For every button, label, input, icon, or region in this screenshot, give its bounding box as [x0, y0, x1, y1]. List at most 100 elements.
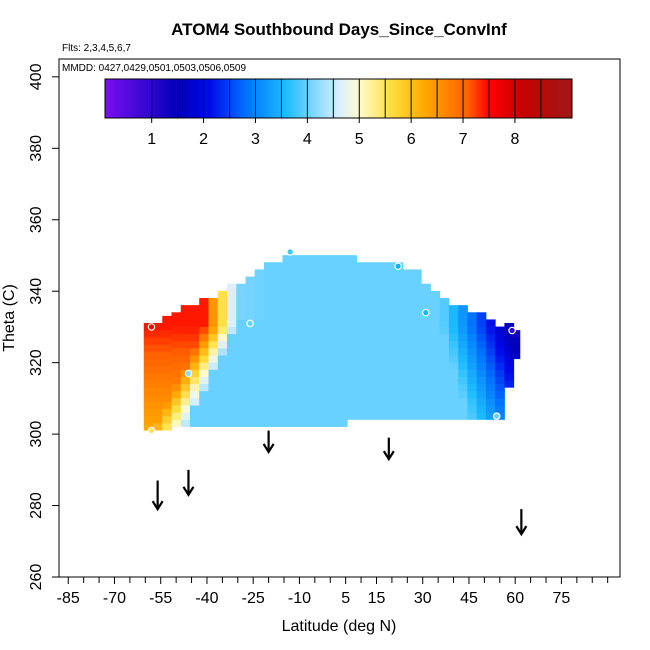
colorbar-segment: [543, 79, 547, 118]
heatmap-cell: [199, 383, 209, 392]
heatmap-cell: [448, 398, 459, 406]
colorbar-segment: [128, 79, 132, 118]
heatmap-cell: [421, 369, 431, 377]
heatmap-cell: [273, 369, 283, 377]
heatmap-cell: [282, 398, 293, 406]
heatmap-cell: [430, 355, 441, 363]
heatmap-cell: [384, 383, 394, 392]
heatmap-cell: [263, 419, 274, 427]
heatmap-cell: [217, 398, 228, 406]
heatmap-cell: [439, 305, 450, 313]
heatmap-cell: [393, 340, 404, 349]
heatmap-cell: [245, 419, 256, 427]
colorbar-segment: [169, 79, 173, 118]
heatmap-cell: [310, 405, 320, 413]
colorbar-segment: [167, 79, 171, 118]
heatmap-cell: [467, 390, 478, 399]
heatmap-cell: [458, 390, 468, 399]
heatmap-cell: [393, 376, 404, 385]
heatmap-cell: [458, 398, 468, 406]
colorbar-segment: [507, 79, 511, 118]
heatmap-cell: [310, 412, 320, 420]
colorbar-segment: [512, 79, 516, 118]
heatmap-cell: [356, 326, 367, 335]
heatmap-cell: [226, 290, 237, 299]
heatmap-cell: [180, 362, 191, 370]
heatmap-cell: [319, 369, 330, 377]
colorbar-segment: [141, 79, 145, 118]
x-tick-label: -25: [242, 590, 265, 607]
heatmap-cell: [356, 276, 367, 285]
heatmap-cell: [337, 383, 348, 392]
heatmap-cell: [217, 312, 228, 320]
colorbar-segment: [481, 79, 485, 118]
heatmap-cell: [328, 398, 339, 406]
colorbar-segment: [200, 79, 204, 118]
heatmap-cell: [319, 355, 330, 363]
flight-point: [147, 323, 156, 331]
heatmap-cell: [208, 390, 219, 399]
heatmap-cell: [171, 419, 182, 427]
heatmap-cell: [190, 419, 200, 427]
colorbar-segment: [569, 79, 573, 118]
down-arrow: [262, 430, 275, 455]
heatmap-cell: [190, 390, 200, 399]
heatmap-cell: [467, 398, 478, 406]
heatmap-cell: [180, 412, 191, 420]
heatmap-cell: [411, 390, 422, 399]
heatmap-cell: [328, 269, 339, 277]
heatmap-cell: [402, 297, 413, 306]
colorbar-segment: [335, 79, 339, 118]
heatmap-cell: [171, 355, 182, 363]
heatmap-cell: [467, 412, 478, 420]
heatmap-cell: [180, 312, 191, 320]
heatmap-cell: [495, 348, 505, 356]
heatmap-cell: [282, 369, 293, 377]
colorbar-segment: [395, 79, 399, 118]
heatmap-cell: [439, 412, 450, 420]
heatmap-cell: [347, 355, 357, 363]
colorbar-segment: [203, 79, 207, 118]
colorbar-segment: [315, 79, 319, 118]
y-tick-label: 360: [28, 206, 45, 233]
heatmap-cell: [356, 283, 367, 292]
flight-point: [508, 326, 516, 335]
heatmap-cell: [328, 340, 339, 349]
heatmap-cell: [282, 269, 293, 277]
heatmap-cell: [421, 412, 431, 420]
heatmap-cell: [337, 340, 348, 349]
heatmap-cell: [300, 255, 311, 263]
heatmap-cell: [356, 333, 367, 342]
heatmap-cell: [365, 283, 376, 292]
heatmap-cell: [310, 419, 320, 427]
heatmap-cell: [254, 369, 265, 377]
heatmap-cell: [384, 312, 394, 320]
heatmap-cell: [300, 362, 311, 370]
heatmap-cell: [421, 390, 431, 399]
heatmap-cell: [328, 262, 339, 270]
colorbar-segment: [413, 79, 417, 118]
heatmap-cell: [384, 319, 394, 327]
heatmap-cell: [374, 412, 385, 420]
heatmap-cell: [245, 412, 256, 420]
flight-point: [184, 369, 193, 378]
heatmap-cell: [245, 333, 256, 342]
colorbar-segment: [328, 79, 332, 118]
heatmap-cell: [328, 276, 339, 285]
heatmap-cell: [467, 369, 478, 377]
heatmap-cell: [226, 319, 237, 327]
colorbar-segment: [374, 79, 378, 118]
heatmap-cell: [365, 305, 376, 313]
heatmap-cell: [208, 297, 219, 306]
heatmap-cell: [476, 376, 487, 385]
heatmap-cell: [282, 283, 293, 292]
heatmap-cell: [226, 412, 237, 420]
heatmap-cell: [226, 305, 237, 313]
heatmap-cell: [226, 348, 237, 356]
heatmap-cell: [402, 333, 413, 342]
heatmap-cell: [143, 387, 154, 395]
heatmap-cell: [328, 383, 339, 392]
heatmap-cell: [236, 348, 246, 356]
heatmap-cell: [393, 390, 404, 399]
